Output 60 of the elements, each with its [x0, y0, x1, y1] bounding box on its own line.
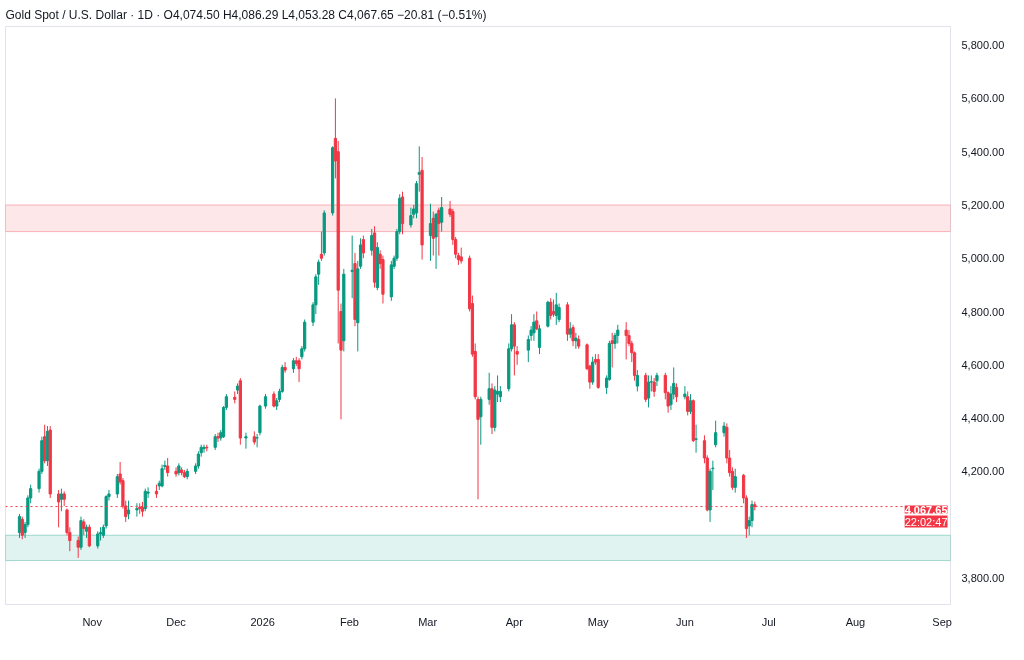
candlestick — [361, 235, 365, 259]
candlestick — [714, 420, 718, 448]
x-tick-label: Mar — [418, 615, 438, 628]
y-tick-label: 5,200.00 — [961, 198, 1005, 211]
candlestick — [532, 313, 536, 342]
y-tick-label: 5,800.00 — [961, 39, 1005, 52]
candlestick — [319, 231, 324, 262]
candlestick — [479, 396, 483, 446]
candlestick — [686, 390, 690, 416]
candlestick — [431, 211, 435, 257]
ref-line-label: 4,067.65 — [904, 503, 948, 516]
x-tick-label: Sep — [932, 615, 952, 628]
candlestick — [683, 385, 687, 400]
y-tick-label: 4,200.00 — [961, 465, 1005, 478]
candlestick — [370, 228, 374, 257]
y-tick-label: 4,400.00 — [961, 412, 1005, 425]
x-tick-label: Jul — [761, 615, 776, 628]
candlestick — [143, 488, 147, 512]
x-tick-label: Aug — [845, 615, 866, 628]
y-tick-label: 5,400.00 — [961, 145, 1005, 158]
candlestick — [535, 311, 539, 331]
candlestick — [216, 432, 220, 443]
x-tick-label: Apr — [505, 615, 524, 628]
y-tick-label: 5,000.00 — [961, 252, 1005, 265]
candlestick — [722, 421, 726, 438]
candlestick — [655, 372, 659, 387]
candlestick — [434, 212, 438, 270]
candlestick — [409, 207, 413, 229]
y-tick-label: 4,600.00 — [961, 358, 1005, 371]
chart-title: Gold Spot / U.S. Dollar · 1D · O4,074.50 H4,086.29 L4,053.28 C4,067.65 −20.81 (−0.51%) — [5, 7, 487, 22]
candlestick — [255, 433, 259, 448]
candlestick — [635, 369, 639, 392]
candlestick — [537, 324, 542, 355]
candlestick — [733, 468, 737, 494]
candlestick — [487, 372, 491, 406]
x-tick-label: Dec — [166, 615, 187, 628]
candlestick — [652, 377, 656, 398]
x-tick-label: Nov — [82, 615, 103, 628]
y-tick-label: 4,800.00 — [961, 305, 1005, 318]
candlestick — [76, 536, 80, 559]
candlestick — [591, 356, 595, 386]
x-tick-label: Feb — [339, 615, 359, 628]
candlestick — [43, 424, 47, 464]
candlestick — [571, 324, 575, 347]
candlestick — [440, 196, 444, 233]
candlestick — [244, 432, 248, 450]
candlestick — [174, 466, 178, 478]
candlestick — [512, 321, 516, 376]
candlestick — [694, 424, 698, 454]
candlestick — [546, 300, 550, 328]
x-tick-label: May — [587, 615, 610, 628]
x-tick-label: 2026 — [250, 615, 275, 628]
candlestick — [644, 372, 648, 403]
annotation: 22:02:47 — [904, 515, 948, 528]
y-tick-label: 3,800.00 — [961, 571, 1005, 584]
x-tick-label: Jun — [676, 615, 694, 628]
y-tick-label: 5,600.00 — [961, 92, 1005, 105]
candlestick — [437, 207, 441, 257]
candlestick — [166, 457, 170, 478]
candlestick — [283, 361, 287, 374]
